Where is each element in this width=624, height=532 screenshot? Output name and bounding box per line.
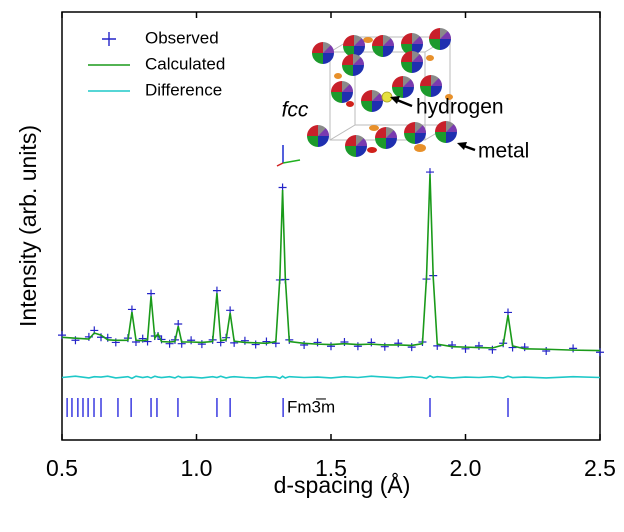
x-tick-label: 1.0 [181, 455, 213, 481]
observed-point [327, 342, 335, 351]
observed-point [394, 339, 403, 348]
observed-point [353, 342, 362, 351]
observed-point [187, 336, 196, 345]
observed-point [542, 346, 551, 355]
observed-point [380, 342, 389, 351]
observed-point [313, 338, 322, 347]
legend-label: Calculated [145, 54, 225, 73]
observed-point [407, 343, 416, 352]
crystal-structure [276, 28, 476, 167]
observed-point [240, 336, 249, 345]
observed-point [251, 340, 260, 349]
observed-point [262, 337, 271, 346]
series-line [61, 374, 601, 380]
observed-point [367, 338, 376, 347]
observed-point [520, 343, 529, 352]
observed-point [488, 345, 497, 354]
observed-point [596, 348, 604, 357]
observed-point [474, 341, 483, 350]
x-tick-label: 2.5 [584, 455, 616, 481]
observed-point [461, 344, 470, 353]
phase-label: Fm3̅m [287, 397, 335, 416]
observed-point [340, 337, 349, 346]
x-tick-label: 1.5 [315, 455, 347, 481]
metal-label: metal [478, 140, 529, 163]
observed-point [300, 340, 309, 349]
observed-point [448, 340, 457, 349]
x-tick-label: 2.0 [450, 455, 482, 481]
y-axis-label: Intensity (arb. units) [15, 125, 41, 327]
x-tick-label: 0.5 [46, 455, 78, 481]
observed-point [165, 339, 174, 348]
legend-label: Difference [145, 80, 222, 99]
observed-point [197, 340, 206, 349]
structure-label: fcc [282, 99, 309, 122]
observed-point [569, 344, 578, 353]
hydrogen-label: hydrogen [416, 96, 504, 119]
x-axis-label: d-spacing (Å) [274, 471, 411, 498]
series-line [61, 174, 601, 352]
plot-frame [61, 11, 601, 441]
legend-marker [102, 32, 116, 46]
legend-label: Observed [145, 28, 219, 47]
